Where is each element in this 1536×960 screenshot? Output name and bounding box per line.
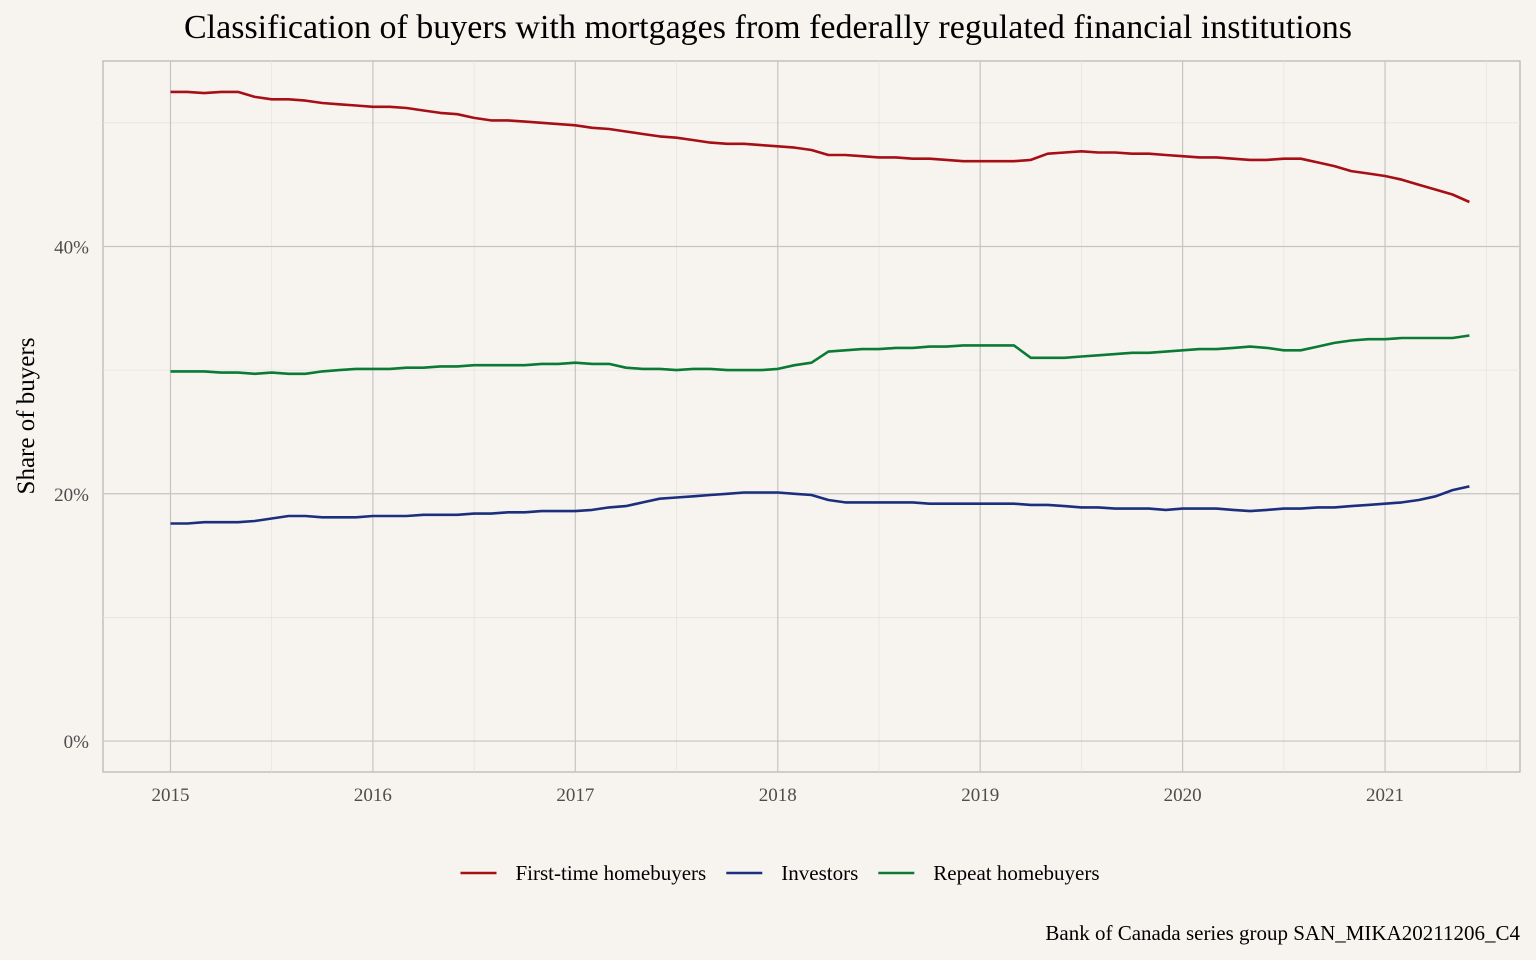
x-tick-label: 2015 xyxy=(151,785,189,806)
x-tick-label: 2016 xyxy=(354,785,392,806)
y-tick-label: 20% xyxy=(54,485,89,506)
x-tick-label: 2021 xyxy=(1366,785,1404,806)
plot-panel xyxy=(102,60,1521,773)
x-tick-label: 2017 xyxy=(556,785,594,806)
grid-major xyxy=(103,61,1520,772)
series-lines xyxy=(170,90,1470,525)
x-tick-label: 2020 xyxy=(1164,785,1202,806)
series-line xyxy=(170,90,1470,204)
y-tick-label: 0% xyxy=(64,732,90,753)
y-axis-title: Share of buyers xyxy=(13,338,40,495)
legend: First-time homebuyers Investors Repeat hom… xyxy=(460,861,1100,885)
chart-title: Classification of buyers with mortgages … xyxy=(184,9,1352,46)
y-tick-label: 40% xyxy=(54,237,89,258)
legend-item: Repeat homebuyers xyxy=(878,861,1100,885)
series-line xyxy=(170,485,1470,525)
legend-label: Repeat homebuyers xyxy=(933,861,1099,885)
series-line xyxy=(170,334,1470,376)
x-axis-tick-labels: 2015 2016 2017 2018 2019 2020 2021 xyxy=(151,785,1404,806)
x-tick-label: 2018 xyxy=(759,785,797,806)
caption: Bank of Canada series group SAN_MIKA2021… xyxy=(1045,921,1520,945)
legend-item: Investors xyxy=(726,861,858,885)
legend-label: Investors xyxy=(781,861,858,885)
x-tick-label: 2019 xyxy=(961,785,999,806)
legend-item: First-time homebuyers xyxy=(460,861,707,885)
legend-label: First-time homebuyers xyxy=(516,861,707,885)
y-axis-tick-labels: 0% 20% 40% xyxy=(54,237,89,753)
